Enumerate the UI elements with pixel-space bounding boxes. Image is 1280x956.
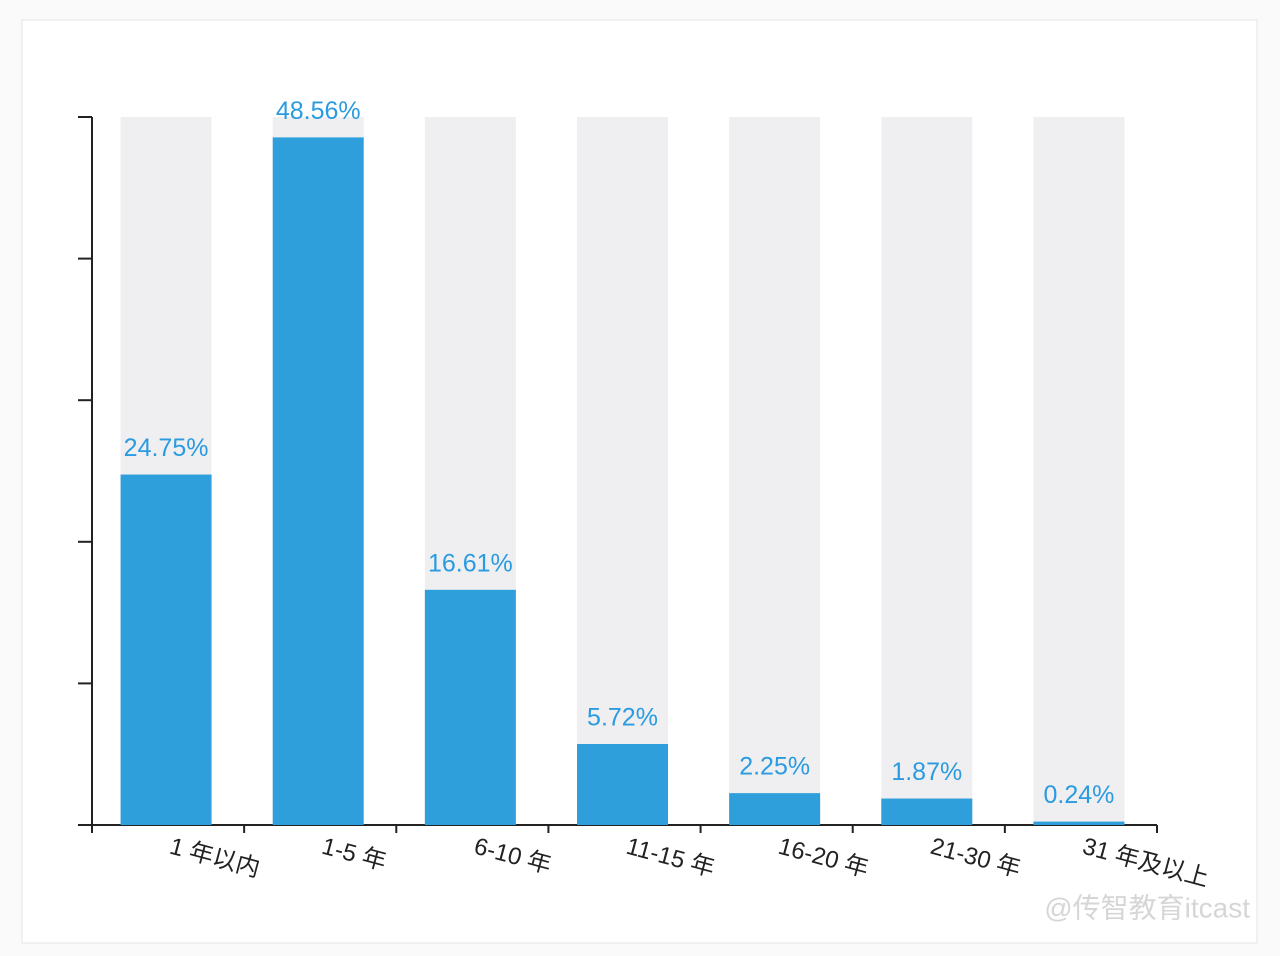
data-label: 0.24% [1043, 781, 1114, 809]
bar [881, 798, 973, 825]
bar-track [1033, 117, 1125, 825]
bar-track [881, 117, 973, 825]
data-label: 48.56% [276, 97, 361, 125]
bar [729, 793, 821, 825]
bar-track [577, 117, 668, 825]
bar [1033, 821, 1125, 825]
bar [424, 589, 516, 825]
data-label: 5.72% [587, 704, 658, 732]
data-label: 1.87% [891, 758, 962, 786]
data-label: 2.25% [739, 753, 810, 781]
bar [577, 744, 668, 825]
bar [120, 474, 212, 825]
data-label: 24.75% [124, 434, 209, 462]
bar [272, 137, 364, 826]
data-label: 16.61% [428, 549, 513, 577]
watermark: @传智教育itcast [1044, 892, 1250, 923]
bar-track [729, 117, 821, 825]
